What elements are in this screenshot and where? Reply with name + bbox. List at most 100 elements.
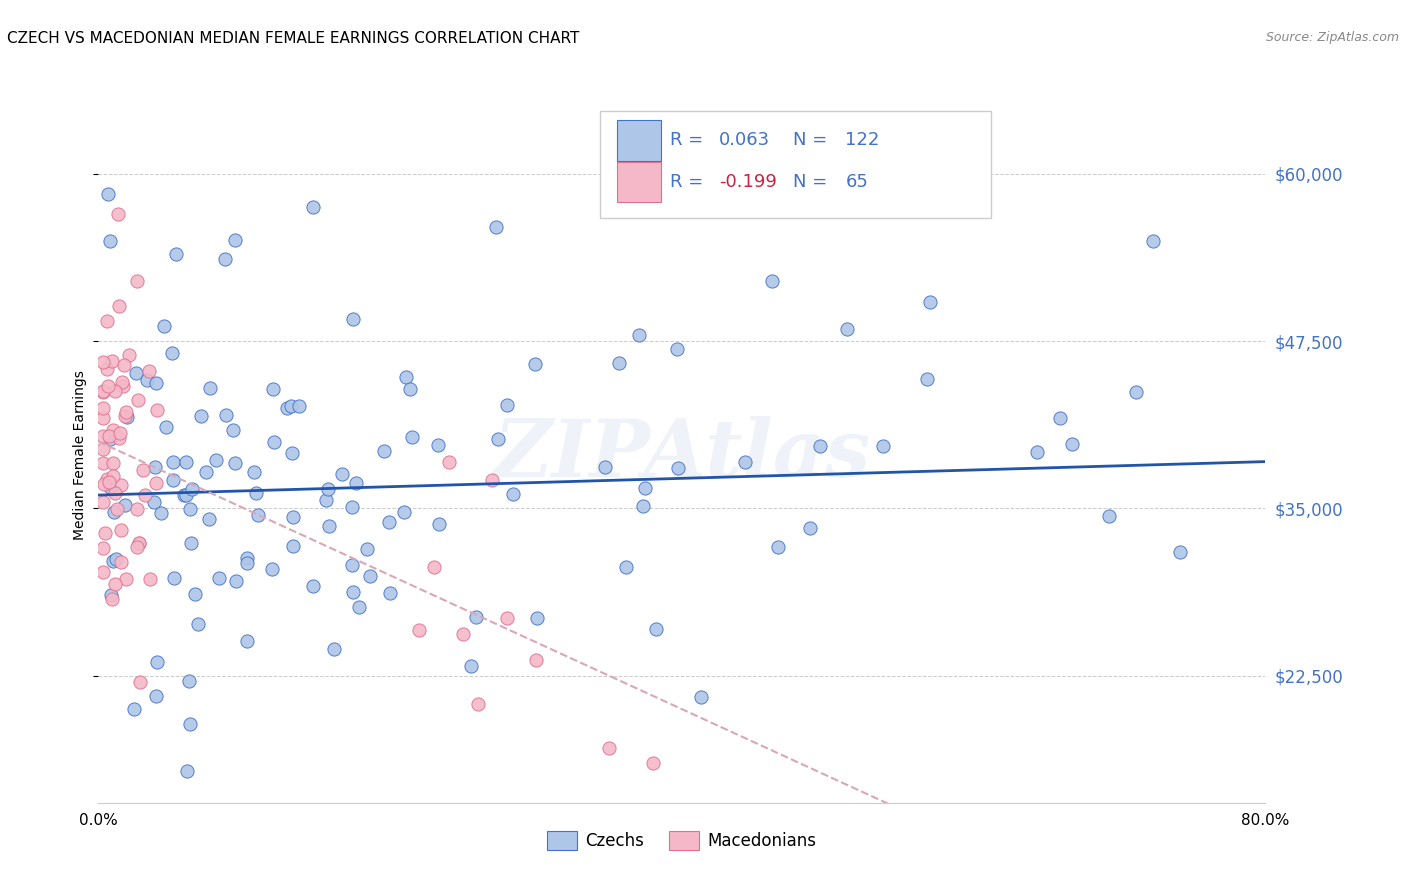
Point (486, 433, 509, 447)
Point (100, 354, 122, 368)
Point (91, 494, 114, 508)
Point (598, 740, 620, 755)
Point (395, 370, 418, 384)
Point (342, 585, 364, 599)
Point (423, 560, 446, 574)
Point (373, 444, 395, 458)
Point (145, 376, 167, 391)
Point (208, 571, 231, 585)
Point (262, 382, 284, 396)
Point (107, 207, 129, 221)
Point (276, 401, 298, 416)
Point (920, 295, 942, 310)
Text: Source: ZipAtlas.com: Source: ZipAtlas.com (1265, 31, 1399, 45)
Point (145, 475, 167, 490)
FancyBboxPatch shape (617, 120, 661, 161)
Point (465, 610, 488, 624)
Point (94, 526, 117, 541)
Point (176, 487, 198, 501)
Point (162, 455, 184, 469)
Point (1098, 508, 1121, 523)
Point (214, 408, 236, 422)
Text: 122: 122 (845, 131, 880, 150)
Point (101, 554, 124, 568)
Point (107, 299, 129, 313)
Point (344, 476, 367, 491)
Point (98, 429, 121, 443)
Point (96, 361, 118, 376)
Point (734, 455, 756, 469)
Point (644, 622, 666, 636)
Point (187, 617, 209, 632)
Point (91, 442, 114, 457)
Point (111, 375, 134, 389)
Point (91, 401, 114, 416)
Point (401, 430, 423, 444)
Point (110, 523, 132, 537)
Point (98, 432, 121, 446)
Point (627, 327, 650, 342)
Point (614, 560, 637, 574)
Point (460, 659, 482, 673)
Point (117, 348, 139, 362)
Point (110, 555, 132, 569)
Point (485, 220, 508, 235)
Legend: Czechs, Macedonians: Czechs, Macedonians (540, 824, 824, 857)
Point (143, 460, 166, 475)
Point (110, 478, 132, 492)
Point (91, 565, 114, 579)
Point (467, 698, 489, 712)
Point (665, 342, 688, 356)
Point (496, 611, 519, 625)
Text: ZIPAtlas: ZIPAtlas (494, 417, 870, 493)
Point (112, 358, 135, 372)
Point (180, 536, 202, 550)
Point (205, 452, 228, 467)
Point (392, 505, 415, 519)
Y-axis label: Median Female Earnings: Median Female Earnings (73, 370, 87, 540)
Point (427, 516, 450, 531)
Point (91, 457, 114, 471)
Point (190, 409, 212, 424)
Point (236, 634, 259, 648)
Point (100, 588, 122, 602)
Point (96, 472, 118, 486)
Point (451, 626, 474, 640)
Text: -0.199: -0.199 (720, 173, 778, 191)
Point (132, 463, 155, 477)
Point (103, 423, 125, 437)
Point (766, 540, 789, 554)
Point (221, 423, 243, 437)
Point (98, 475, 121, 489)
Point (316, 482, 339, 496)
Point (1026, 444, 1049, 458)
Point (104, 576, 127, 591)
Text: R =: R = (671, 131, 709, 150)
Point (91, 429, 114, 443)
Point (105, 501, 128, 516)
Point (246, 508, 269, 522)
Point (197, 512, 219, 526)
Point (359, 569, 381, 583)
Point (97, 379, 120, 393)
Point (146, 655, 169, 669)
Point (103, 457, 125, 471)
Point (155, 420, 177, 434)
Point (198, 381, 221, 395)
Point (340, 558, 363, 573)
Point (173, 488, 195, 502)
Point (135, 373, 157, 387)
Point (340, 500, 363, 515)
Point (318, 519, 340, 533)
Point (225, 574, 247, 589)
Point (124, 367, 146, 381)
Point (810, 439, 832, 453)
Point (1125, 385, 1147, 400)
Point (349, 600, 371, 615)
Point (1142, 234, 1164, 248)
Point (378, 586, 401, 600)
Point (426, 438, 449, 452)
Text: N =: N = (793, 131, 832, 150)
Point (129, 675, 152, 690)
Point (281, 446, 304, 460)
